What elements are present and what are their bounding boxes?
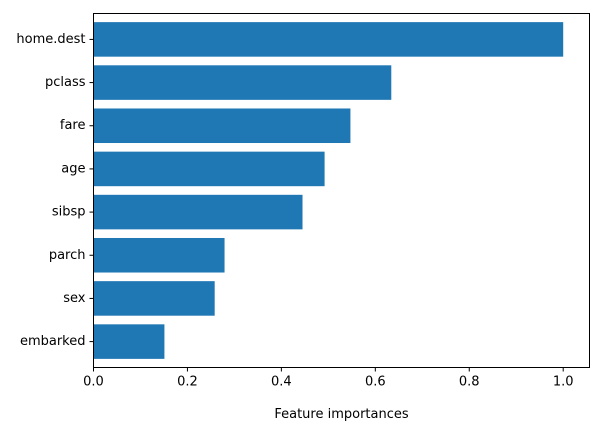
bars-layer [93, 22, 564, 359]
bar-pclass [93, 65, 392, 100]
y-tick-label-age: age [61, 161, 85, 176]
x-axis: 0.0 0.2 0.4 0.6 0.8 1.0 [83, 367, 574, 390]
bar-embarked [93, 324, 165, 359]
plot-frame [93, 13, 590, 368]
bar-sex [93, 281, 215, 316]
x-tick-label-4: 0.8 [459, 375, 480, 390]
x-tick-label-2: 0.4 [271, 375, 292, 390]
y-tick-label-sibsp: sibsp [52, 205, 86, 220]
bar-fare [93, 108, 351, 144]
bar-age [93, 151, 325, 187]
x-axis-label: Feature importances [274, 407, 409, 422]
y-tick-label-sex: sex [63, 291, 86, 306]
bar-home-dest [93, 22, 564, 57]
y-tick-label-parch: parch [49, 248, 86, 263]
bar-parch [93, 237, 225, 273]
y-axis: home.dest pclass fare age sibsp parch sex embar… [16, 32, 94, 349]
y-tick-label-embarked: embarked [20, 334, 86, 349]
y-tick-label-home-dest: home.dest [16, 32, 85, 47]
x-tick-label-0: 0.0 [83, 375, 104, 390]
bar-sibsp [93, 194, 303, 230]
x-tick-label-5: 1.0 [553, 375, 574, 390]
x-tick-label-1: 0.2 [177, 375, 198, 390]
y-tick-label-fare: fare [60, 118, 86, 133]
x-tick-label-3: 0.6 [365, 375, 386, 390]
y-tick-label-pclass: pclass [45, 75, 86, 90]
